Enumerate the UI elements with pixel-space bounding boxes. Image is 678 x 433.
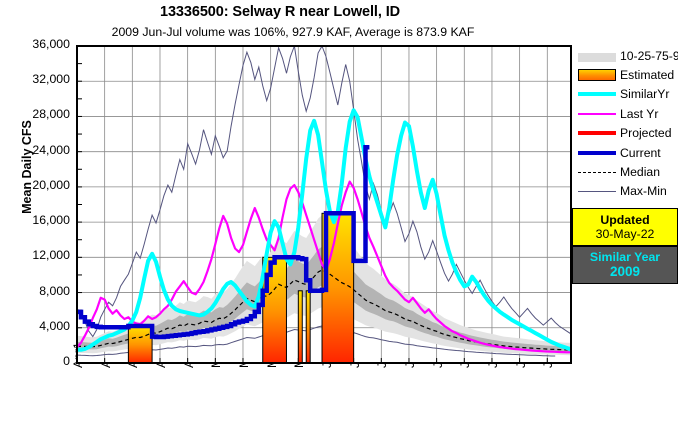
updated-label: Updated [600, 212, 650, 227]
y-tick-label: 20,000 [32, 177, 70, 192]
legend-item: Current [578, 143, 678, 162]
legend-swatch-dashed [578, 165, 616, 179]
legend-label: Projected [620, 126, 672, 141]
legend-label: Estimated [620, 68, 675, 83]
similar-year-label: Similar Year [589, 250, 661, 265]
y-tick-label: 4,000 [39, 318, 70, 333]
page-title: 13336500: Selway R near Lowell, ID [160, 4, 400, 20]
y-tick-label: 36,000 [32, 37, 70, 51]
y-tick-label: 32,000 [32, 72, 70, 87]
legend-swatch-band [578, 52, 616, 62]
y-tick-label: 12,000 [32, 248, 70, 263]
y-tick-label: 8,000 [39, 283, 70, 298]
legend-item: 10-25-75-90 [578, 46, 678, 65]
legend-swatch-line [578, 146, 616, 160]
legend-item: Estimated [578, 65, 678, 84]
chart-legend: 10-25-75-90 Estimated SimilarYr Last Yr Proj… [578, 46, 678, 201]
legend-swatch-line [578, 107, 616, 121]
legend-label: 10-25-75-90 [620, 48, 678, 63]
y-axis-ticks: 0 4,000 8,000 12,000 16,000 20,000 24,000 28,00… [8, 0, 70, 433]
updated-badge: Updated 30-May-22 [572, 208, 678, 246]
legend-swatch-estimated [578, 69, 616, 82]
y-tick-label: 16,000 [32, 213, 70, 228]
y-tick-label: 0 [63, 354, 70, 368]
legend-label: SimilarYr [620, 87, 670, 102]
legend-item: SimilarYr [578, 85, 678, 104]
similar-year-badge: Similar Year 2009 [572, 246, 678, 284]
y-tick-label: 28,000 [32, 107, 70, 122]
legend-swatch-line [578, 184, 616, 198]
plot-area [76, 45, 572, 364]
updated-value: 30-May-22 [595, 227, 655, 241]
y-tick-label: 24,000 [32, 142, 70, 157]
legend-item: Median [578, 162, 678, 181]
legend-item: Max-Min [578, 182, 678, 201]
chart-subtitle: 2009 Jun-Jul volume was 106%, 927.9 KAF,… [111, 25, 475, 39]
legend-label: Median [620, 165, 660, 180]
legend-swatch-line [578, 87, 616, 101]
similar-year-value: 2009 [609, 264, 641, 280]
legend-swatch-line [578, 126, 616, 140]
legend-item: Projected [578, 124, 678, 143]
legend-label: Max-Min [620, 184, 667, 199]
legend-label: Last Yr [620, 106, 659, 121]
legend-label: Current [620, 145, 661, 160]
hydrograph-svg [77, 46, 571, 363]
legend-item: Last Yr [578, 104, 678, 123]
